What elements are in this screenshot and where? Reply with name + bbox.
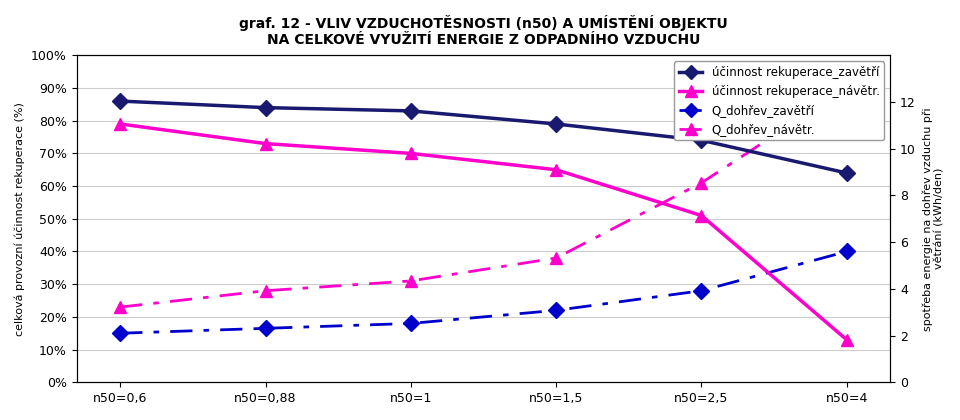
- Legend: účinnost rekuperace_zavětří, účinnost rekuperace_návětr., Q_dohřev_zavětří, Q_do: účinnost rekuperace_zavětří, účinnost re…: [674, 61, 884, 140]
- účinnost rekuperace_návětr.: [696, 213, 708, 218]
- účinnost rekuperace_návětr.: [260, 141, 272, 146]
- účinnost rekuperace_zavětří: [260, 105, 272, 110]
- Y-axis label: spotřeba energie na dohřev vzduchu při
větrání (kWh/den): spotřeba energie na dohřev vzduchu při v…: [923, 107, 945, 331]
- účinnost rekuperace_návětr.: [114, 121, 126, 126]
- účinnost rekuperace_zavětří: [405, 108, 417, 113]
- Q_dohřev_návětr.: [114, 304, 126, 310]
- účinnost rekuperace_návětr.: [550, 167, 562, 172]
- Q_dohřev_zavětří: [696, 288, 708, 293]
- Q_dohřev_zavětří: [841, 249, 852, 254]
- Q_dohřev_zavětří: [405, 321, 417, 326]
- Q_dohřev_zavětří: [550, 308, 562, 313]
- účinnost rekuperace_zavětří: [114, 99, 126, 104]
- Q_dohřev_návětr.: [260, 288, 272, 293]
- Line: Q_dohřev_zavětří: Q_dohřev_zavětří: [114, 246, 852, 339]
- účinnost rekuperace_zavětří: [696, 138, 708, 143]
- Q_dohřev_zavětří: [260, 326, 272, 331]
- Title: graf. 12 - VLIV VZDUCHOTĚSNOSTI (n50) A UMÍSTĚNÍ OBJEKTU
NA CELKOVÉ VYUŽITÍ ENER: graf. 12 - VLIV VZDUCHOTĚSNOSTI (n50) A …: [239, 15, 728, 47]
- účinnost rekuperace_zavětří: [841, 171, 852, 176]
- Q_dohřev_zavětří: [114, 331, 126, 336]
- Line: účinnost rekuperace_zavětří: účinnost rekuperace_zavětří: [114, 95, 852, 178]
- účinnost rekuperace_zavětří: [550, 121, 562, 126]
- Q_dohřev_návětr.: [550, 255, 562, 260]
- Y-axis label: celková provozní účinnost rekuperace (%): celková provozní účinnost rekuperace (%): [15, 102, 26, 336]
- Line: účinnost rekuperace_návětr.: účinnost rekuperace_návětr.: [114, 118, 853, 346]
- účinnost rekuperace_návětr.: [405, 151, 417, 156]
- Line: Q_dohřev_návětr.: Q_dohřev_návětr.: [114, 82, 853, 313]
- účinnost rekuperace_návětr.: [841, 337, 852, 342]
- Q_dohřev_návětr.: [841, 86, 852, 91]
- Q_dohřev_návětr.: [696, 180, 708, 185]
- Q_dohřev_návětr.: [405, 278, 417, 284]
